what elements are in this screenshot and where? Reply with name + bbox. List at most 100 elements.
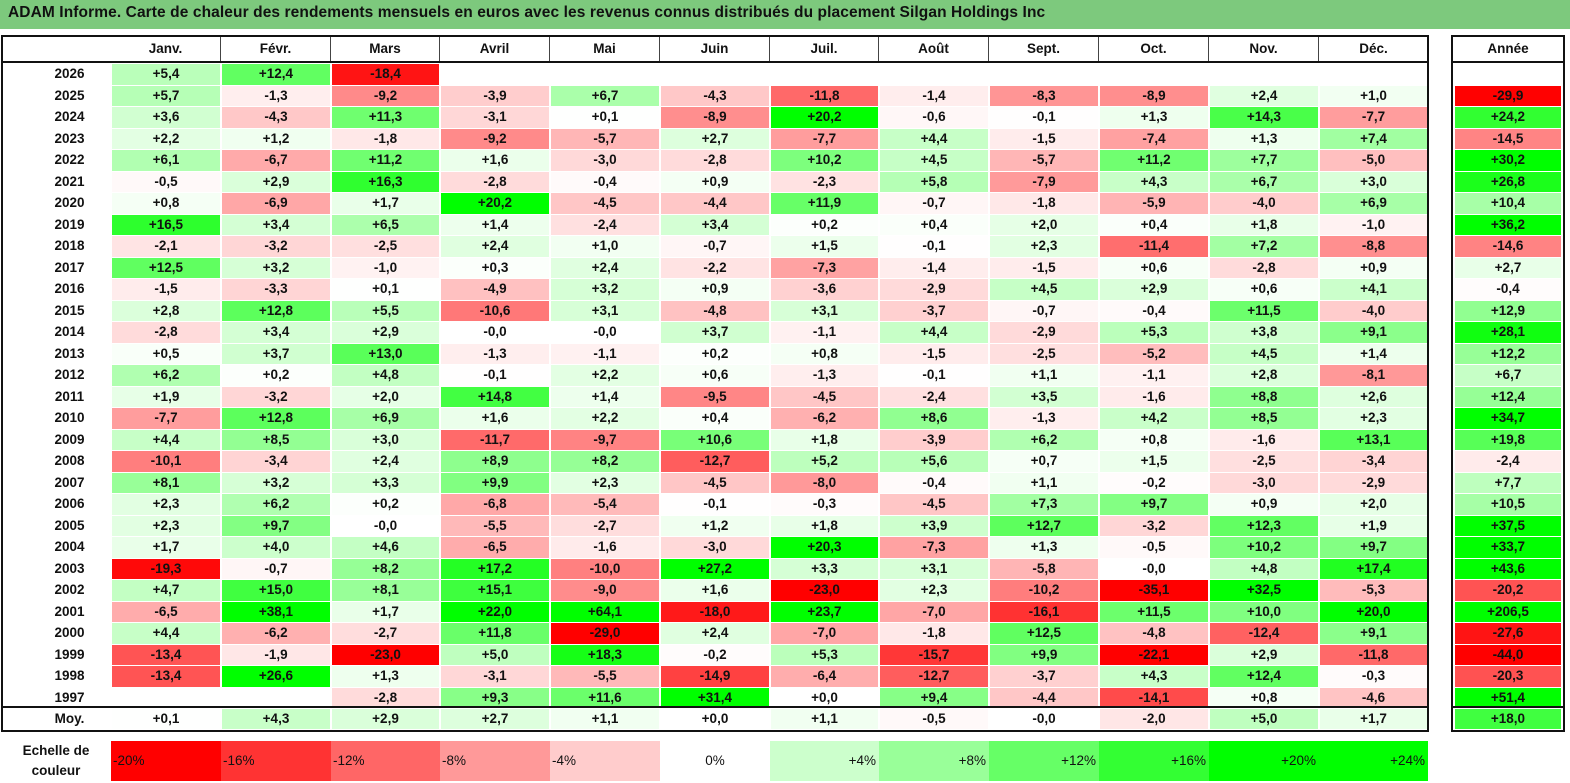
heatmap-cell: -3,0 <box>661 537 769 558</box>
row-year-label: 2003 <box>54 560 85 576</box>
heatmap-cell: -5,5 <box>441 515 549 536</box>
heatmap-cell: -2,2 <box>661 257 769 278</box>
heatmap-cell: +3,6 <box>112 107 220 128</box>
heatmap-cell: -5,8 <box>990 558 1098 579</box>
column-header: Avril <box>440 37 550 61</box>
heatmap-cell: -9,2 <box>441 128 549 149</box>
heatmap-cell: -7,7 <box>112 408 220 429</box>
heatmap-cell: +6,9 <box>1320 193 1427 214</box>
heatmap-cell: +32,5 <box>1210 580 1318 601</box>
heatmap-cell: -3,3 <box>222 279 330 300</box>
heatmap-cell: +2,3 <box>1320 408 1427 429</box>
heatmap-cell: -6,5 <box>112 601 220 622</box>
heatmap-cell: +3,1 <box>551 300 659 321</box>
color-scale-swatch: +16% <box>1099 741 1209 781</box>
heatmap-cell: -3,0 <box>1210 472 1318 493</box>
heatmap-cell: -3,2 <box>222 236 330 257</box>
heatmap-cell: +2,4 <box>441 236 549 257</box>
heatmap-cell: +8,9 <box>441 451 549 472</box>
heatmap-cell: -7,0 <box>880 601 988 622</box>
column-header: Mai <box>550 37 660 61</box>
heatmap-cell: -0,1 <box>441 365 549 386</box>
heatmap-cell: +11,5 <box>1100 601 1208 622</box>
heatmap-cell: -0,0 <box>1100 558 1208 579</box>
heatmap-cell: +4,5 <box>990 279 1098 300</box>
heatmap-cell: +4,3 <box>1100 666 1208 687</box>
year-total-cell: +43,6 <box>1455 558 1561 579</box>
heatmap-cell <box>222 687 330 708</box>
year-total-cell: +36,2 <box>1455 214 1561 235</box>
heatmap-cell: -15,7 <box>880 644 988 665</box>
average-cell: +1,1 <box>551 709 659 729</box>
heatmap-cell: +9,9 <box>441 472 549 493</box>
heatmap-cell: +5,8 <box>880 171 988 192</box>
heatmap-cell: -0,1 <box>990 107 1098 128</box>
heatmap-cell: -0,0 <box>551 322 659 343</box>
heatmap-cell: -2,8 <box>112 322 220 343</box>
average-cell: -0,0 <box>990 709 1098 729</box>
heatmap-cell: -12,7 <box>661 451 769 472</box>
year-total-cell: -20,2 <box>1455 580 1561 601</box>
heatmap-cell: -0,2 <box>1100 472 1208 493</box>
heatmap-cell: +6,2 <box>112 365 220 386</box>
row-year-label: 2000 <box>54 625 85 640</box>
heatmap-cell: +0,8 <box>771 343 878 364</box>
heatmap-cell: -22,1 <box>1100 644 1208 665</box>
heatmap-cell: +3,2 <box>551 279 659 300</box>
heatmap-cell: -1,1 <box>771 322 878 343</box>
heatmap-cell: -9,2 <box>332 85 439 106</box>
heatmap-cell: +1,3 <box>1210 128 1318 149</box>
heatmap-cell: +4,5 <box>1210 343 1318 364</box>
heatmap-cell: +4,7 <box>112 580 220 601</box>
heatmap-cell: +1,9 <box>1320 515 1427 536</box>
heatmap-cell: +7,3 <box>990 494 1098 515</box>
heatmap-cell: -1,5 <box>880 343 988 364</box>
column-header: Févr. <box>221 37 331 61</box>
heatmap-cell: +20,0 <box>1320 601 1427 622</box>
row-year-label: 2024 <box>54 109 85 124</box>
heatmap-cell: +3,1 <box>771 300 878 321</box>
average-cell: +5,0 <box>1210 709 1318 729</box>
heatmap-cell: +8,2 <box>551 451 659 472</box>
heatmap-cell: -6,5 <box>441 537 549 558</box>
heatmap-cell: +0,2 <box>332 494 439 515</box>
heatmap-cell: -10,1 <box>112 451 220 472</box>
average-cell: +1,7 <box>1320 709 1427 729</box>
heatmap-cell: +64,1 <box>551 601 659 622</box>
heatmap-cell: -5,0 <box>1320 150 1427 171</box>
row-year-label: 2006 <box>54 496 85 511</box>
heatmap-cell: +1,8 <box>771 515 878 536</box>
heatmap-cell: -4,5 <box>661 472 769 493</box>
column-header: Janv. <box>111 37 221 61</box>
heatmap-cell: -3,1 <box>441 107 549 128</box>
year-total-cell: +19,8 <box>1455 429 1561 450</box>
heatmap-cell: -3,4 <box>1320 451 1427 472</box>
average-year-cell: +18,0 <box>1455 709 1561 729</box>
row-year-label: 2014 <box>54 324 85 339</box>
heatmap-cell: +0,1 <box>551 107 659 128</box>
heatmap-cell: +3,2 <box>222 257 330 278</box>
year-total-cell: -29,9 <box>1455 85 1561 106</box>
heatmap-cell <box>880 64 988 85</box>
heatmap-cell: -2,7 <box>551 515 659 536</box>
heatmap-cell: +16,5 <box>112 214 220 235</box>
row-year-label: 2004 <box>54 539 85 554</box>
heatmap-cell: -0,4 <box>880 472 988 493</box>
average-cell: +4,3 <box>222 709 330 729</box>
heatmap-cell: -0,4 <box>551 171 659 192</box>
color-scale-label: Echelle de couleur <box>22 743 90 778</box>
heatmap-cell: +1,3 <box>1100 107 1208 128</box>
row-year-label: 2008 <box>54 453 85 468</box>
heatmap-cell: -9,7 <box>551 429 659 450</box>
heatmap-cell: +4,0 <box>222 537 330 558</box>
heatmap-cell: +2,0 <box>332 386 439 407</box>
heatmap-cell: +15,1 <box>441 580 549 601</box>
heatmap-cell: -7,9 <box>990 171 1098 192</box>
heatmap-cell <box>661 64 769 85</box>
heatmap-cell: -7,3 <box>880 537 988 558</box>
heatmap-cell: +3,0 <box>1320 171 1427 192</box>
heatmap-cell <box>1210 64 1318 85</box>
heatmap-cell: +2,6 <box>1320 386 1427 407</box>
heatmap-cell: +3,4 <box>222 322 330 343</box>
